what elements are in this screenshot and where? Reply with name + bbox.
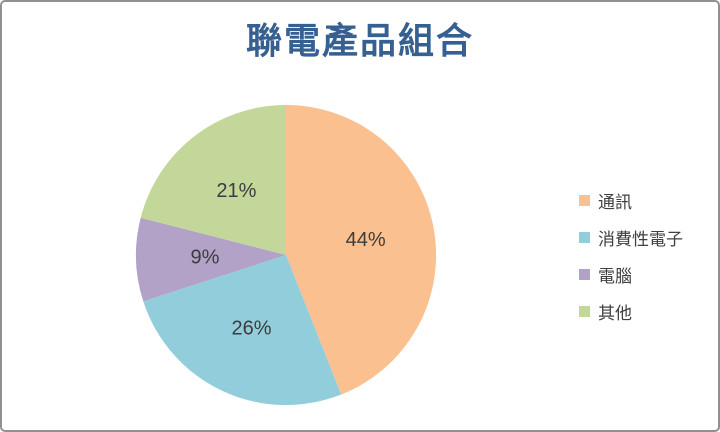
legend-label: 其他 (598, 304, 632, 323)
chart-title: 聯電產品組合 (245, 20, 474, 61)
pie-slice-通訊 (286, 104, 437, 395)
pie-slice-其他 (140, 105, 286, 255)
legend-swatch-computer (579, 269, 590, 280)
pie-slice-消費性電子 (143, 255, 342, 406)
pie-data-label: 9% (191, 247, 220, 269)
legend-swatch-consumer-electronics (579, 232, 590, 243)
legend-item-computer: 電腦 (579, 256, 683, 293)
pie-data-label: 44% (346, 229, 386, 251)
legend-item-others: 其他 (579, 293, 683, 330)
legend-swatch-communications (579, 195, 590, 206)
legend: 通訊 消費性電子 電腦 其他 (579, 182, 683, 330)
legend-label: 電腦 (598, 267, 632, 286)
legend-item-consumer-electronics: 消費性電子 (579, 219, 683, 256)
legend-item-communications: 通訊 (579, 182, 683, 219)
pie-data-label: 21% (216, 180, 256, 202)
legend-swatch-others (579, 306, 590, 317)
pie-data-label: 26% (231, 317, 271, 339)
legend-label: 通訊 (598, 193, 632, 212)
pie-slice-電腦 (135, 217, 286, 302)
legend-label: 消費性電子 (598, 230, 683, 249)
